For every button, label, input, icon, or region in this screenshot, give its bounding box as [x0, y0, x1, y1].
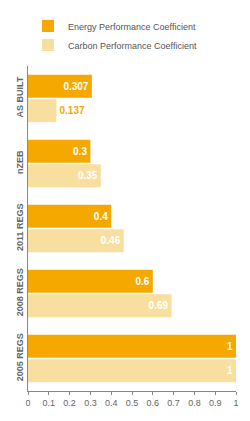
- svg-text:AS BUILT: AS BUILT: [15, 76, 25, 117]
- svg-text:0.3: 0.3: [84, 398, 97, 408]
- svg-text:1: 1: [233, 398, 238, 408]
- svg-text:0.69: 0.69: [149, 300, 169, 311]
- svg-text:0.4: 0.4: [105, 398, 118, 408]
- svg-text:0.307: 0.307: [63, 81, 88, 92]
- svg-text:0.4: 0.4: [94, 211, 108, 222]
- svg-text:Carbon Performance Coefficient: Carbon Performance Coefficient: [68, 41, 197, 51]
- svg-text:0.35: 0.35: [78, 170, 98, 181]
- svg-text:0.5: 0.5: [126, 398, 139, 408]
- svg-text:0.6: 0.6: [147, 398, 160, 408]
- svg-text:0.7: 0.7: [167, 398, 180, 408]
- svg-text:0.46: 0.46: [101, 235, 121, 246]
- svg-text:0: 0: [25, 398, 30, 408]
- svg-text:0.3: 0.3: [73, 146, 87, 157]
- svg-text:0.8: 0.8: [188, 398, 201, 408]
- svg-text:0.2: 0.2: [63, 398, 76, 408]
- svg-text:2011 REGS: 2011 REGS: [15, 203, 25, 251]
- svg-text:1: 1: [227, 365, 233, 376]
- svg-text:2005 REGS: 2005 REGS: [15, 333, 25, 381]
- svg-text:2008 REGS: 2008 REGS: [15, 268, 25, 316]
- svg-text:0.9: 0.9: [209, 398, 222, 408]
- svg-text:1: 1: [227, 341, 233, 352]
- svg-text:0.137: 0.137: [60, 105, 85, 116]
- svg-text:0.1: 0.1: [43, 398, 56, 408]
- svg-text:Energy Performance Coefficient: Energy Performance Coefficient: [68, 22, 196, 32]
- svg-text:nZEB: nZEB: [15, 150, 25, 174]
- svg-text:0.6: 0.6: [135, 276, 149, 287]
